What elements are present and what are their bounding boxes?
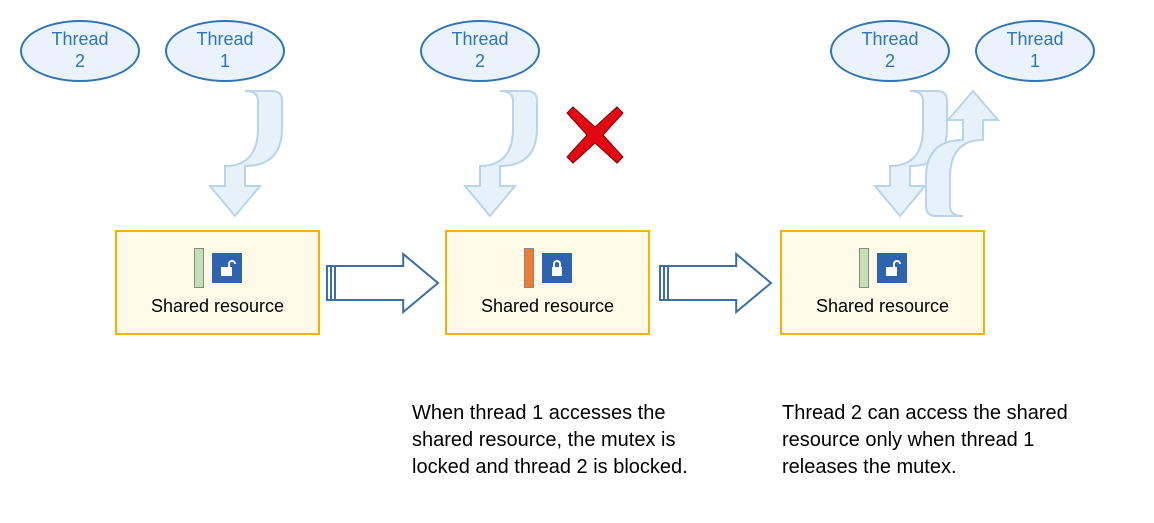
resource-label: Shared resource — [481, 296, 614, 317]
thread-ellipse-s3-t1: Thread1 — [975, 20, 1095, 82]
thread-ellipse-s1-t1: Thread1 — [165, 20, 285, 82]
caption-text: Thread 2 can access the sharedresource o… — [782, 402, 1068, 478]
thread-label: Thread1 — [1006, 29, 1063, 72]
resource-box-2: Shared resource — [445, 230, 650, 335]
thread-ellipse-s1-t2: Thread2 — [20, 20, 140, 82]
curved-arrow-s1-down — [190, 88, 290, 228]
big-arrow-2 — [658, 252, 773, 314]
resource-box-3: Shared resource — [780, 230, 985, 335]
thread-ellipse-s3-t2: Thread2 — [830, 20, 950, 82]
thread-label: Thread2 — [451, 29, 508, 72]
caption-1: When thread 1 accesses theshared resourc… — [412, 400, 752, 481]
thread-label: Thread2 — [51, 29, 108, 72]
thread-label: Thread2 — [861, 29, 918, 72]
resource-box-1: Shared resource — [115, 230, 320, 335]
caption-text: When thread 1 accesses theshared resourc… — [412, 402, 688, 478]
resource-bar-icon — [524, 248, 534, 288]
lock-icon — [542, 253, 572, 283]
resource-label: Shared resource — [816, 296, 949, 317]
resource-top — [859, 248, 907, 288]
big-arrow-1 — [325, 252, 440, 314]
caption-2: Thread 2 can access the sharedresource o… — [782, 400, 1122, 481]
curved-arrow-s3-up — [918, 88, 1018, 228]
resource-label: Shared resource — [151, 296, 284, 317]
cross-icon — [565, 105, 625, 165]
resource-bar-icon — [859, 248, 869, 288]
resource-bar-icon — [194, 248, 204, 288]
thread-label: Thread1 — [196, 29, 253, 72]
resource-top — [524, 248, 572, 288]
lock-icon — [877, 253, 907, 283]
resource-top — [194, 248, 242, 288]
lock-icon — [212, 253, 242, 283]
curved-arrow-s2-down — [445, 88, 545, 228]
thread-ellipse-s2-t2: Thread2 — [420, 20, 540, 82]
